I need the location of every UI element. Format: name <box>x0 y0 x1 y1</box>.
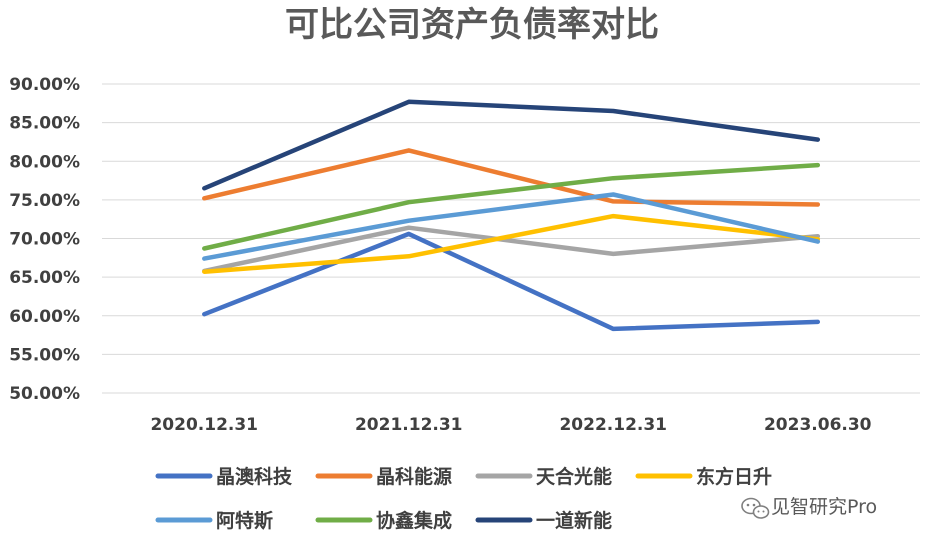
legend-label: 阿特斯 <box>216 509 273 532</box>
series-line <box>202 225 821 274</box>
series-line <box>202 162 821 251</box>
x-tick-label: 2022.12.31 <box>559 415 667 435</box>
legend-label: 晶澳科技 <box>216 465 293 488</box>
y-tick-label: 80.00% <box>9 152 80 172</box>
x-tick-label: 2023.06.30 <box>764 415 872 435</box>
y-tick-label: 60.00% <box>9 307 80 327</box>
watermark: 见智研究Pro <box>741 496 877 519</box>
series-line <box>202 192 821 261</box>
series-line <box>202 99 821 191</box>
legend-label: 东方日升 <box>696 465 772 488</box>
y-tick-label: 85.00% <box>9 114 80 134</box>
legend-label: 协鑫集成 <box>376 509 452 532</box>
legend-label: 天合光能 <box>536 465 612 488</box>
series-line <box>202 231 821 332</box>
x-axis-ticks: 2020.12.31 2021.12.31 2022.12.31 2023.06.30 <box>150 415 871 435</box>
watermark-text: 见智研究Pro <box>771 496 877 518</box>
wechat-icon <box>741 497 770 519</box>
x-tick-label: 2020.12.31 <box>150 415 258 435</box>
y-tick-label: 70.00% <box>9 230 80 250</box>
series-lines <box>202 99 821 332</box>
x-tick-label: 2021.12.31 <box>355 415 463 435</box>
series-line <box>202 148 821 207</box>
series-line <box>202 213 821 274</box>
y-tick-label: 90.00% <box>9 75 80 95</box>
y-tick-label: 75.00% <box>9 191 80 211</box>
chart-title: 可比公司资产负债率对比 <box>285 5 659 45</box>
y-axis-ticks: 50.00% 55.00% 60.00% 65.00% 70.00% 75.00% 80.0… <box>9 75 80 404</box>
y-tick-label: 50.00% <box>9 384 80 404</box>
y-tick-label: 65.00% <box>9 268 80 288</box>
legend-label: 晶科能源 <box>376 465 452 488</box>
y-tick-label: 55.00% <box>9 345 80 365</box>
legend-label: 一道新能 <box>536 509 612 532</box>
